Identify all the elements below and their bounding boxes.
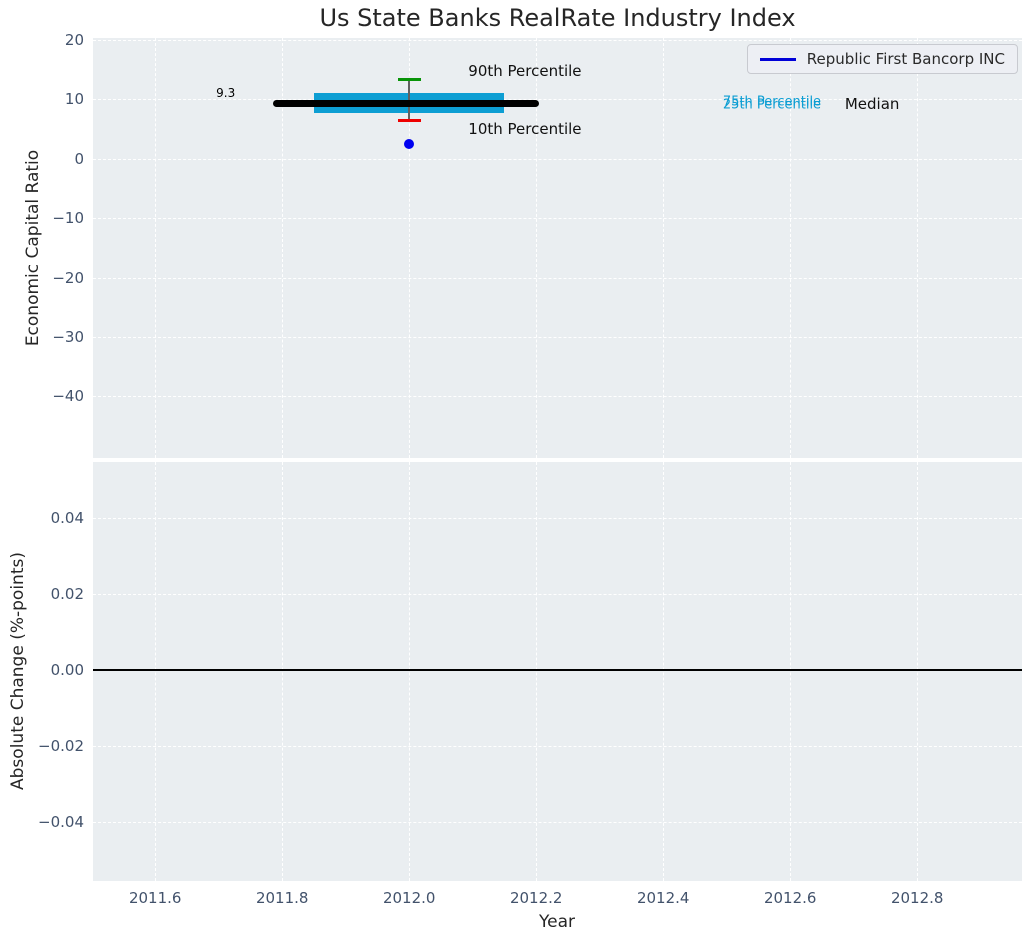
y-gridline [93, 158, 1022, 160]
x-gridline [409, 462, 411, 881]
y-gridline [93, 277, 1022, 279]
y-gridline [93, 822, 1022, 824]
y-tick-label: 0.04 [50, 508, 84, 527]
y-gridline [93, 746, 1022, 748]
y-tick-label: −20 [52, 268, 84, 287]
x-gridline [790, 38, 792, 458]
x-gridline [536, 38, 538, 458]
x-tick-label: 2012.8 [890, 889, 944, 907]
y-axis-label-top: Economic Capital Ratio [23, 149, 43, 347]
x-tick-label: 2012.2 [509, 889, 563, 907]
x-gridline [917, 38, 919, 458]
y-tick-label: 20 [64, 31, 84, 50]
x-gridline [917, 462, 919, 881]
y-gridline [93, 593, 1022, 595]
x-tick-label: 2012.4 [636, 889, 690, 907]
y-gridline [93, 396, 1022, 398]
x-tick-label: 2012.0 [382, 889, 436, 907]
x-tick-label: 2011.8 [255, 889, 309, 907]
x-gridline [155, 38, 157, 458]
annotation-75th-percentile: 75th Percentile [722, 94, 822, 110]
y-axis-label-bottom: Absolute Change (%-points) [8, 552, 28, 790]
y-tick-label: 0.00 [50, 660, 84, 679]
median-line [272, 100, 540, 108]
legend-entry-label: Republic First Bancorp INC [806, 50, 1005, 68]
legend-line-swatch [759, 57, 796, 61]
annotation-9-3: 9.3 [216, 86, 236, 101]
annotation-25th-percentile: 25th Percentile [722, 97, 822, 113]
p90-whisker-cap [397, 78, 421, 82]
x-tick-label: 2012.6 [763, 889, 817, 907]
bottom-plot-area [93, 462, 1022, 881]
x-gridline [282, 38, 284, 458]
x-gridline [282, 462, 284, 881]
y-tick-label: 0.02 [50, 584, 84, 603]
y-tick-label: −0.04 [38, 813, 84, 832]
y-gridline [93, 337, 1022, 339]
p10-whisker-cap [397, 118, 421, 122]
annotation-90th-percentile: 90th Percentile [468, 61, 582, 80]
annotation-10th-percentile: 10th Percentile [468, 119, 582, 138]
x-tick-label: 2011.6 [128, 889, 182, 907]
x-gridline [663, 462, 665, 881]
x-axis-label: Year [539, 912, 575, 932]
y-tick-label: 10 [64, 90, 84, 109]
y-tick-label: −30 [52, 328, 84, 347]
x-gridline [155, 462, 157, 881]
y-tick-label: 0 [74, 149, 84, 168]
top-plot-area: Republic First Bancorp INC 9.3 90th Perce… [93, 38, 1022, 458]
x-gridline [536, 462, 538, 881]
y-tick-label: −0.02 [38, 737, 84, 756]
whisker-line [408, 79, 411, 121]
company-data-point [404, 138, 415, 149]
legend-box: Republic First Bancorp INC [746, 44, 1018, 74]
chart-title: Us State Banks RealRate Industry Index [319, 4, 796, 32]
y-tick-label: −10 [52, 209, 84, 228]
annotation-median: Median [844, 94, 900, 113]
y-gridline [93, 218, 1022, 220]
y-tick-label: −40 [52, 387, 84, 406]
y-gridline [93, 40, 1022, 42]
y-gridline [93, 99, 1022, 101]
x-gridline [663, 38, 665, 458]
zero-reference-line [93, 668, 1022, 671]
y-gridline [93, 517, 1022, 519]
x-gridline [790, 462, 792, 881]
x-gridline [409, 38, 411, 458]
